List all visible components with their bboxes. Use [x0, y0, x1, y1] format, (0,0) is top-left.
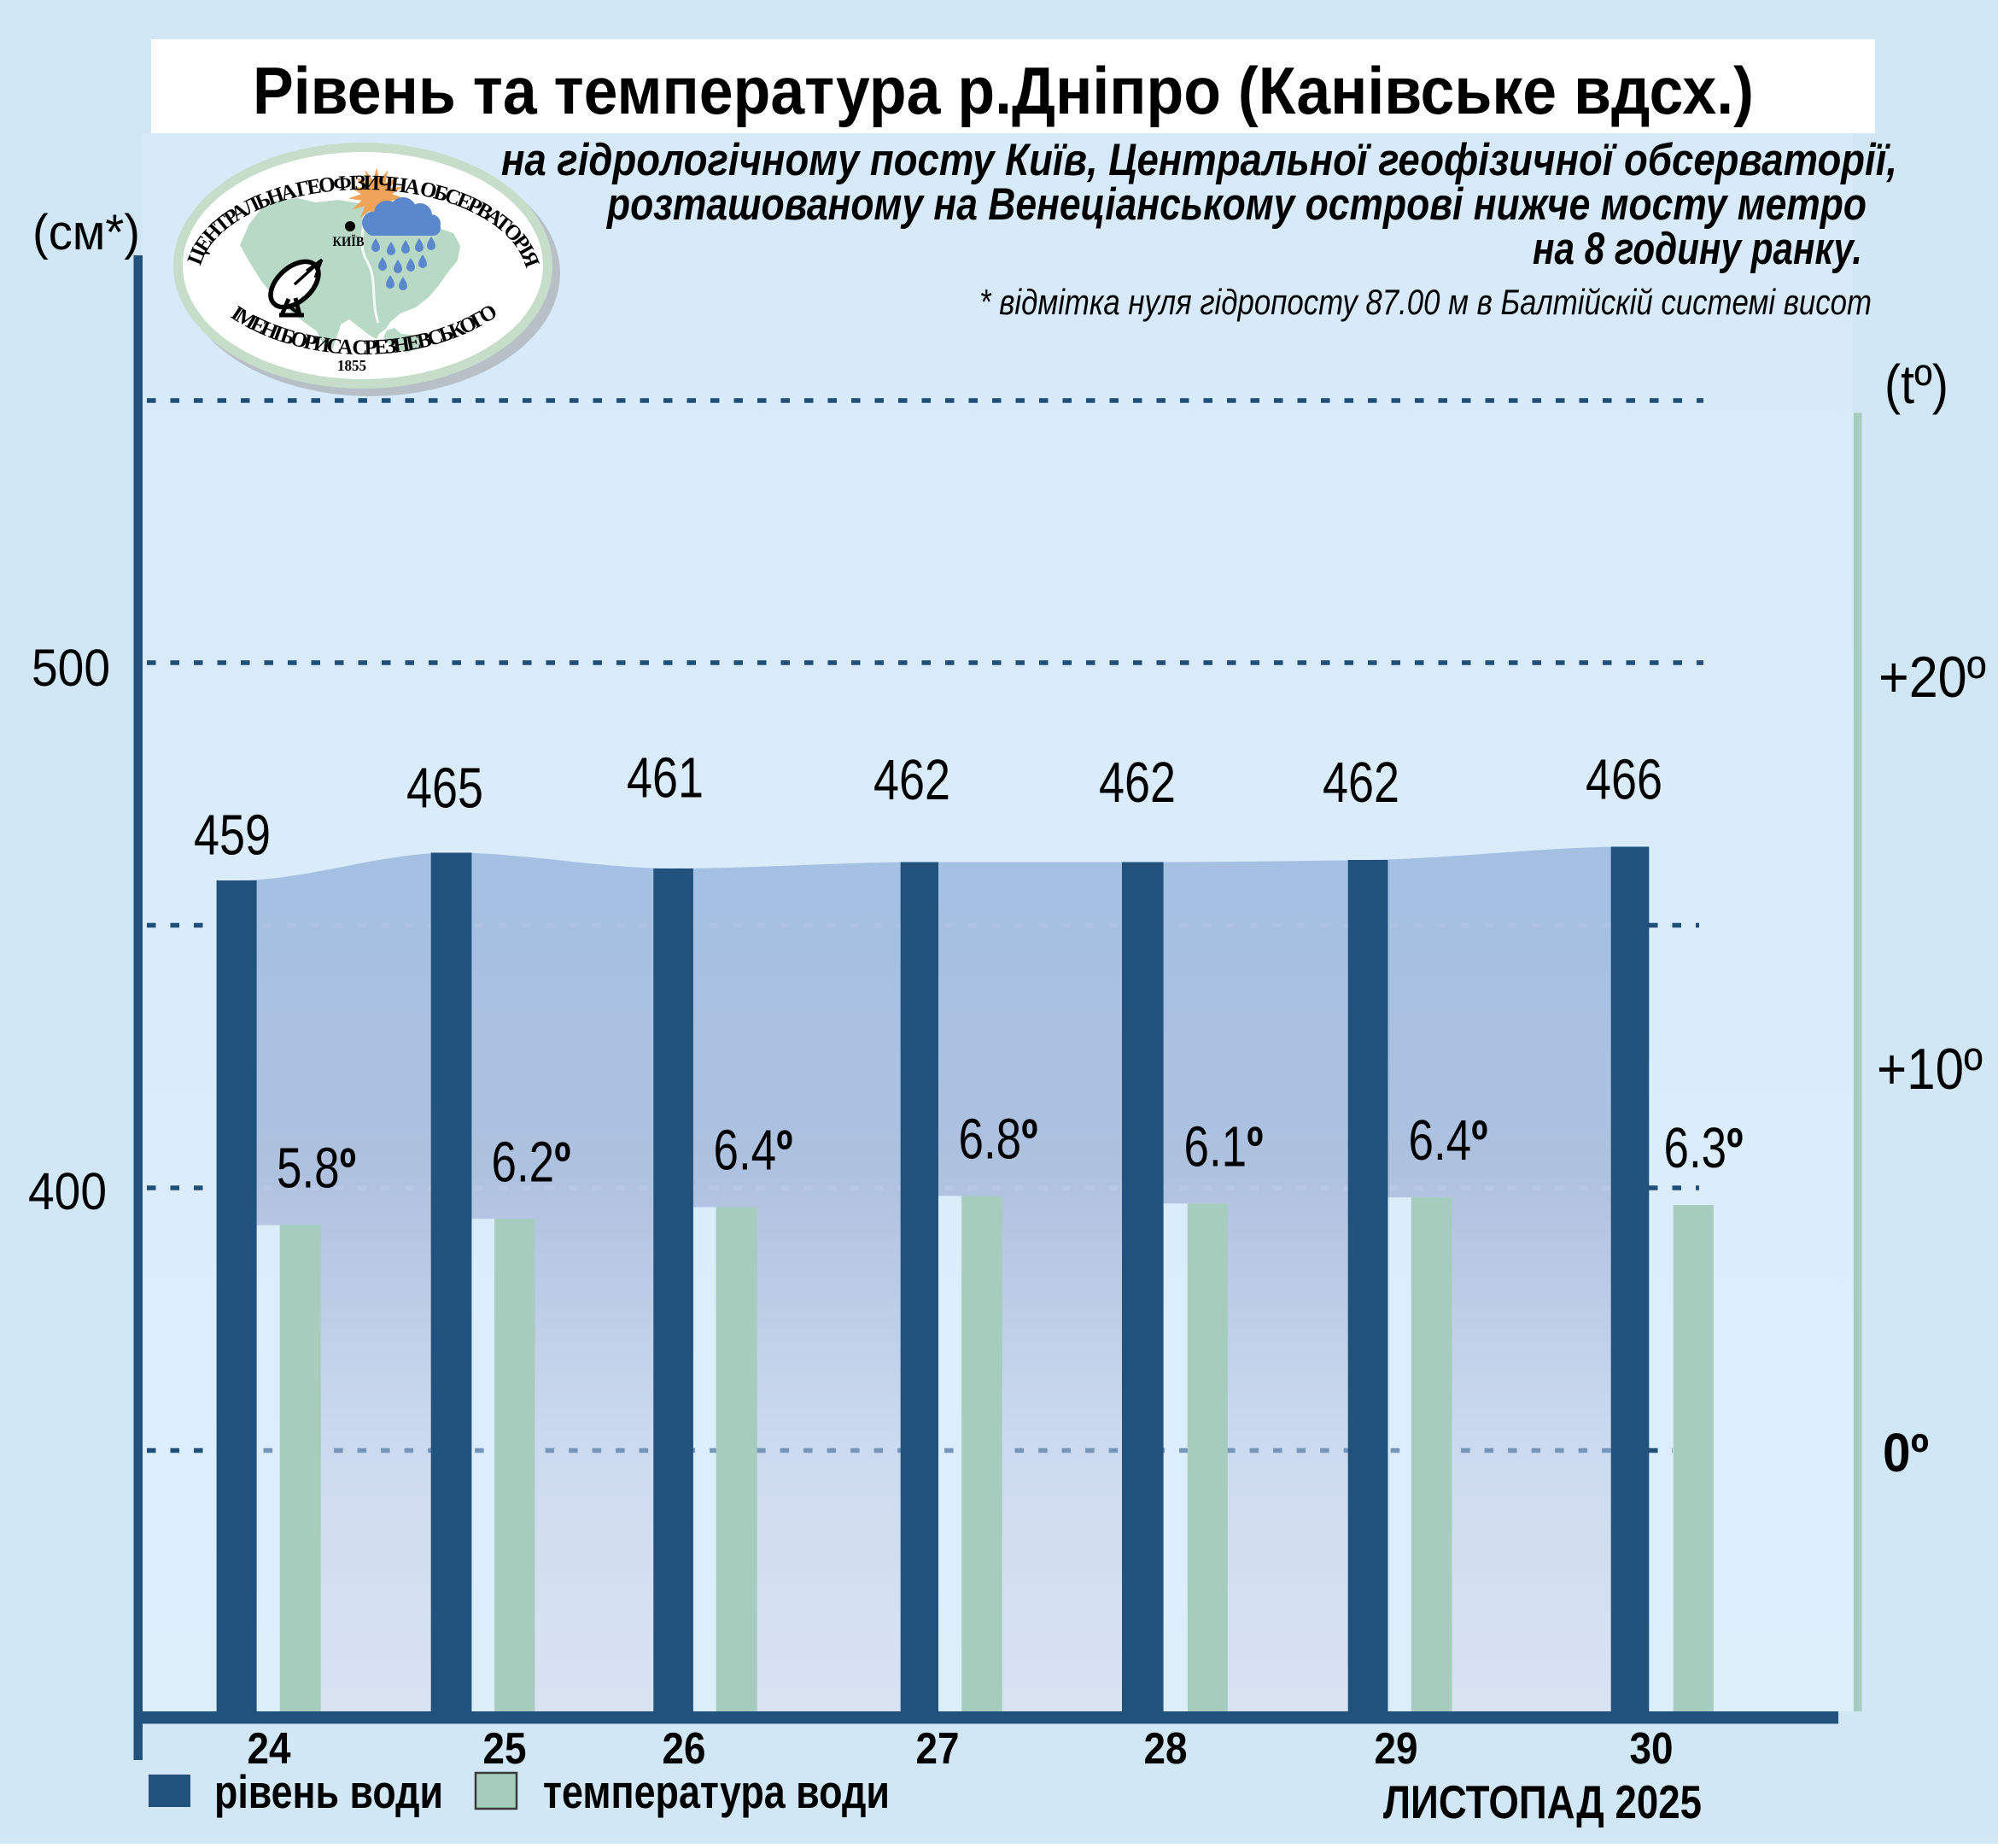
svg-text:462: 462: [873, 748, 950, 812]
svg-text:рівень води: рівень води: [214, 1765, 443, 1818]
svg-text:6.2º: 6.2º: [492, 1130, 571, 1194]
svg-text:465: 465: [406, 756, 483, 820]
svg-text:Рівень та температура р.Дніпро: Рівень та температура р.Дніпро (Канівськ…: [253, 53, 1754, 128]
svg-text:* відмітка нуля гідропосту 87.: * відмітка нуля гідропосту 87.00 м в Бал…: [979, 282, 1872, 322]
svg-text:461: 461: [627, 746, 704, 810]
svg-text:6.4º: 6.4º: [714, 1119, 793, 1183]
svg-text:5.8º: 5.8º: [277, 1137, 356, 1201]
svg-text:6.8º: 6.8º: [959, 1107, 1038, 1171]
svg-text:6.4º: 6.4º: [1409, 1108, 1488, 1173]
svg-text:0º: 0º: [1883, 1422, 1929, 1483]
svg-text:(tº): (tº): [1884, 354, 1948, 415]
svg-text:6.3º: 6.3º: [1664, 1116, 1744, 1180]
svg-text:розташованому на Венеціанськом: розташованому на Венеціанському острові …: [605, 179, 1867, 230]
svg-text:24: 24: [248, 1724, 291, 1774]
svg-text:температура води: температура води: [543, 1765, 890, 1818]
svg-text:+10º: +10º: [1877, 1037, 1983, 1102]
svg-text:26: 26: [663, 1724, 706, 1774]
svg-text:КИЇВ: КИЇВ: [333, 234, 365, 249]
svg-text:(см*): (см*): [32, 205, 140, 260]
svg-text:462: 462: [1323, 751, 1399, 815]
svg-text:29: 29: [1375, 1724, 1418, 1774]
svg-text:25: 25: [483, 1724, 527, 1774]
svg-text:на гідрологічному посту Київ,: на гідрологічному посту Київ, Центрально…: [501, 135, 1897, 185]
svg-text:1855: 1855: [337, 357, 366, 374]
svg-text:на 8 годину ранку.: на 8 годину ранку.: [1533, 224, 1862, 274]
svg-text:400: 400: [28, 1162, 107, 1220]
svg-text:+20º: +20º: [1878, 645, 1986, 710]
svg-text:6.1º: 6.1º: [1184, 1114, 1264, 1178]
svg-text:30: 30: [1630, 1724, 1674, 1774]
svg-text:466: 466: [1586, 748, 1662, 812]
svg-text:500: 500: [32, 639, 110, 697]
svg-text:28: 28: [1144, 1724, 1188, 1774]
svg-text:27: 27: [916, 1724, 960, 1774]
svg-text:459: 459: [194, 804, 271, 868]
svg-text:462: 462: [1099, 751, 1176, 815]
svg-text:ЛИСТОПАД 2025: ЛИСТОПАД 2025: [1383, 1775, 1702, 1828]
